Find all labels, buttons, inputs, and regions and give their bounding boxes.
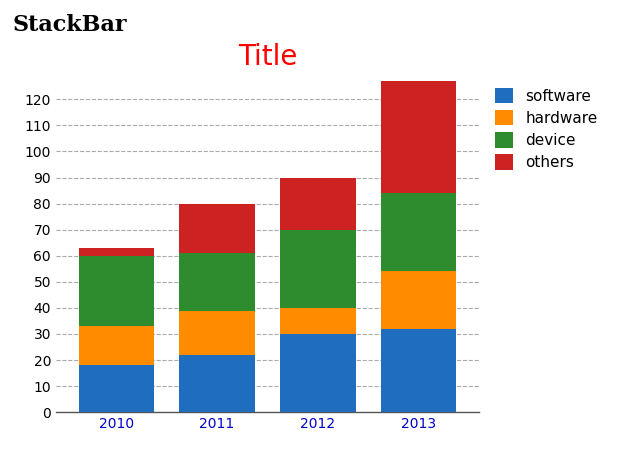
Bar xyxy=(381,329,457,412)
Bar xyxy=(381,81,457,193)
Text: StackBar: StackBar xyxy=(12,14,127,36)
Bar xyxy=(280,334,356,412)
Bar xyxy=(78,365,154,412)
Legend: software, hardware, device, others: software, hardware, device, others xyxy=(495,87,598,170)
Bar xyxy=(280,178,356,230)
Bar xyxy=(179,355,255,412)
Bar xyxy=(179,311,255,355)
Bar xyxy=(78,248,154,256)
Bar xyxy=(280,230,356,308)
Bar xyxy=(78,256,154,326)
Title: Title: Title xyxy=(238,43,297,71)
Bar xyxy=(381,193,457,272)
Bar xyxy=(179,204,255,253)
Bar xyxy=(179,253,255,311)
Bar xyxy=(78,326,154,365)
Bar xyxy=(381,272,457,329)
Bar xyxy=(280,308,356,334)
